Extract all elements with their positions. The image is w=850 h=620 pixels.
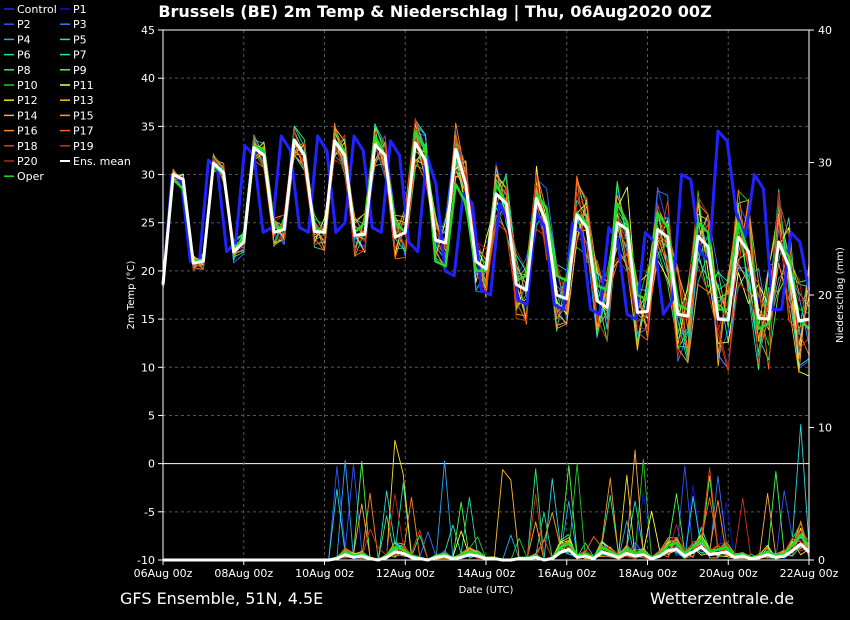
x-tick-label: 10Aug 00z [295, 567, 354, 580]
legend-label: Oper [17, 170, 44, 183]
y2-axis-label: Niederschlag (mm) [835, 247, 846, 343]
x-tick-label: 06Aug 00z [134, 567, 193, 580]
y2-axis-ticks: 0 10 20 30 40 [809, 24, 832, 567]
legend: Control P1 P2 P3 P4 P5 P6 P7 P8 P9 P10 P11 P12 P13 P14… [4, 3, 131, 183]
x-tick-label: 16Aug 00z [537, 567, 596, 580]
x-tick-label: 20Aug 00z [699, 567, 758, 580]
x-tick-label: 14Aug 00z [457, 567, 516, 580]
legend-label: P10 [17, 79, 38, 92]
member-temp-line [162, 122, 810, 370]
y-tick-label: 5 [148, 409, 155, 422]
x-tick-label: 08Aug 00z [214, 567, 273, 580]
legend-label: P13 [73, 94, 94, 107]
x-tick-label: 18Aug 00z [618, 567, 677, 580]
legend-label: P7 [73, 49, 87, 62]
legend-label: P16 [17, 125, 38, 138]
legend-label: P5 [73, 33, 87, 46]
y2-tick-label: 10 [818, 422, 832, 435]
legend-label: P2 [17, 18, 31, 31]
x-tick-label: 22Aug 00z [780, 567, 839, 580]
y-tick-label: 45 [141, 24, 155, 37]
y-tick-label: -10 [137, 554, 155, 567]
legend-label: P17 [73, 125, 94, 138]
temp-series [161, 117, 811, 377]
x-axis-ticks: 06Aug 00z 08Aug 00z 10Aug 00z 12Aug 00z 14Au… [134, 560, 839, 580]
footer-model-info: GFS Ensemble, 51N, 4.5E [120, 589, 324, 608]
mean-temp-line [161, 138, 810, 323]
y-tick-label: 10 [141, 361, 155, 374]
y-tick-label: 20 [141, 265, 155, 278]
legend-label: P3 [73, 18, 87, 31]
legend-label: P4 [17, 33, 31, 46]
legend-label: P18 [17, 140, 38, 153]
y2-tick-label: 20 [818, 289, 832, 302]
y-tick-label: 15 [141, 313, 155, 326]
legend-label: P20 [17, 155, 38, 168]
legend-label: P8 [17, 64, 31, 77]
y2-tick-label: 40 [818, 24, 832, 37]
legend-label: P11 [73, 79, 94, 92]
y-tick-label: 35 [141, 120, 155, 133]
control-temp-line [161, 129, 811, 321]
legend-label: P9 [73, 64, 87, 77]
y-tick-label: 40 [141, 72, 155, 85]
legend-label: P15 [73, 109, 94, 122]
x-axis-label: Date (UTC) [459, 585, 514, 596]
chart-title: Brussels (BE) 2m Temp & Niederschlag | T… [158, 2, 711, 22]
y-axis-ticks: -10 -5 0 5 10 15 20 25 30 35 40 45 [137, 24, 163, 567]
legend-label: P1 [73, 3, 87, 16]
legend-label: Ens. mean [73, 155, 131, 168]
legend-label: P19 [73, 140, 94, 153]
y2-tick-label: 0 [818, 554, 825, 567]
x-tick-label: 12Aug 00z [376, 567, 435, 580]
legend-label: P12 [17, 94, 38, 107]
y-tick-label: -5 [144, 506, 155, 519]
y-tick-label: 30 [141, 169, 155, 182]
y2-tick-label: 30 [818, 157, 832, 170]
footer-site: Wetterzentrale.de [650, 589, 795, 608]
y-axis-label: 2m Temp (°C) [126, 260, 137, 329]
y-tick-label: 0 [148, 458, 155, 471]
legend-label: P6 [17, 49, 31, 62]
legend-label: P14 [17, 109, 38, 122]
legend-label: Control [17, 3, 57, 16]
y-tick-label: 25 [141, 217, 155, 230]
